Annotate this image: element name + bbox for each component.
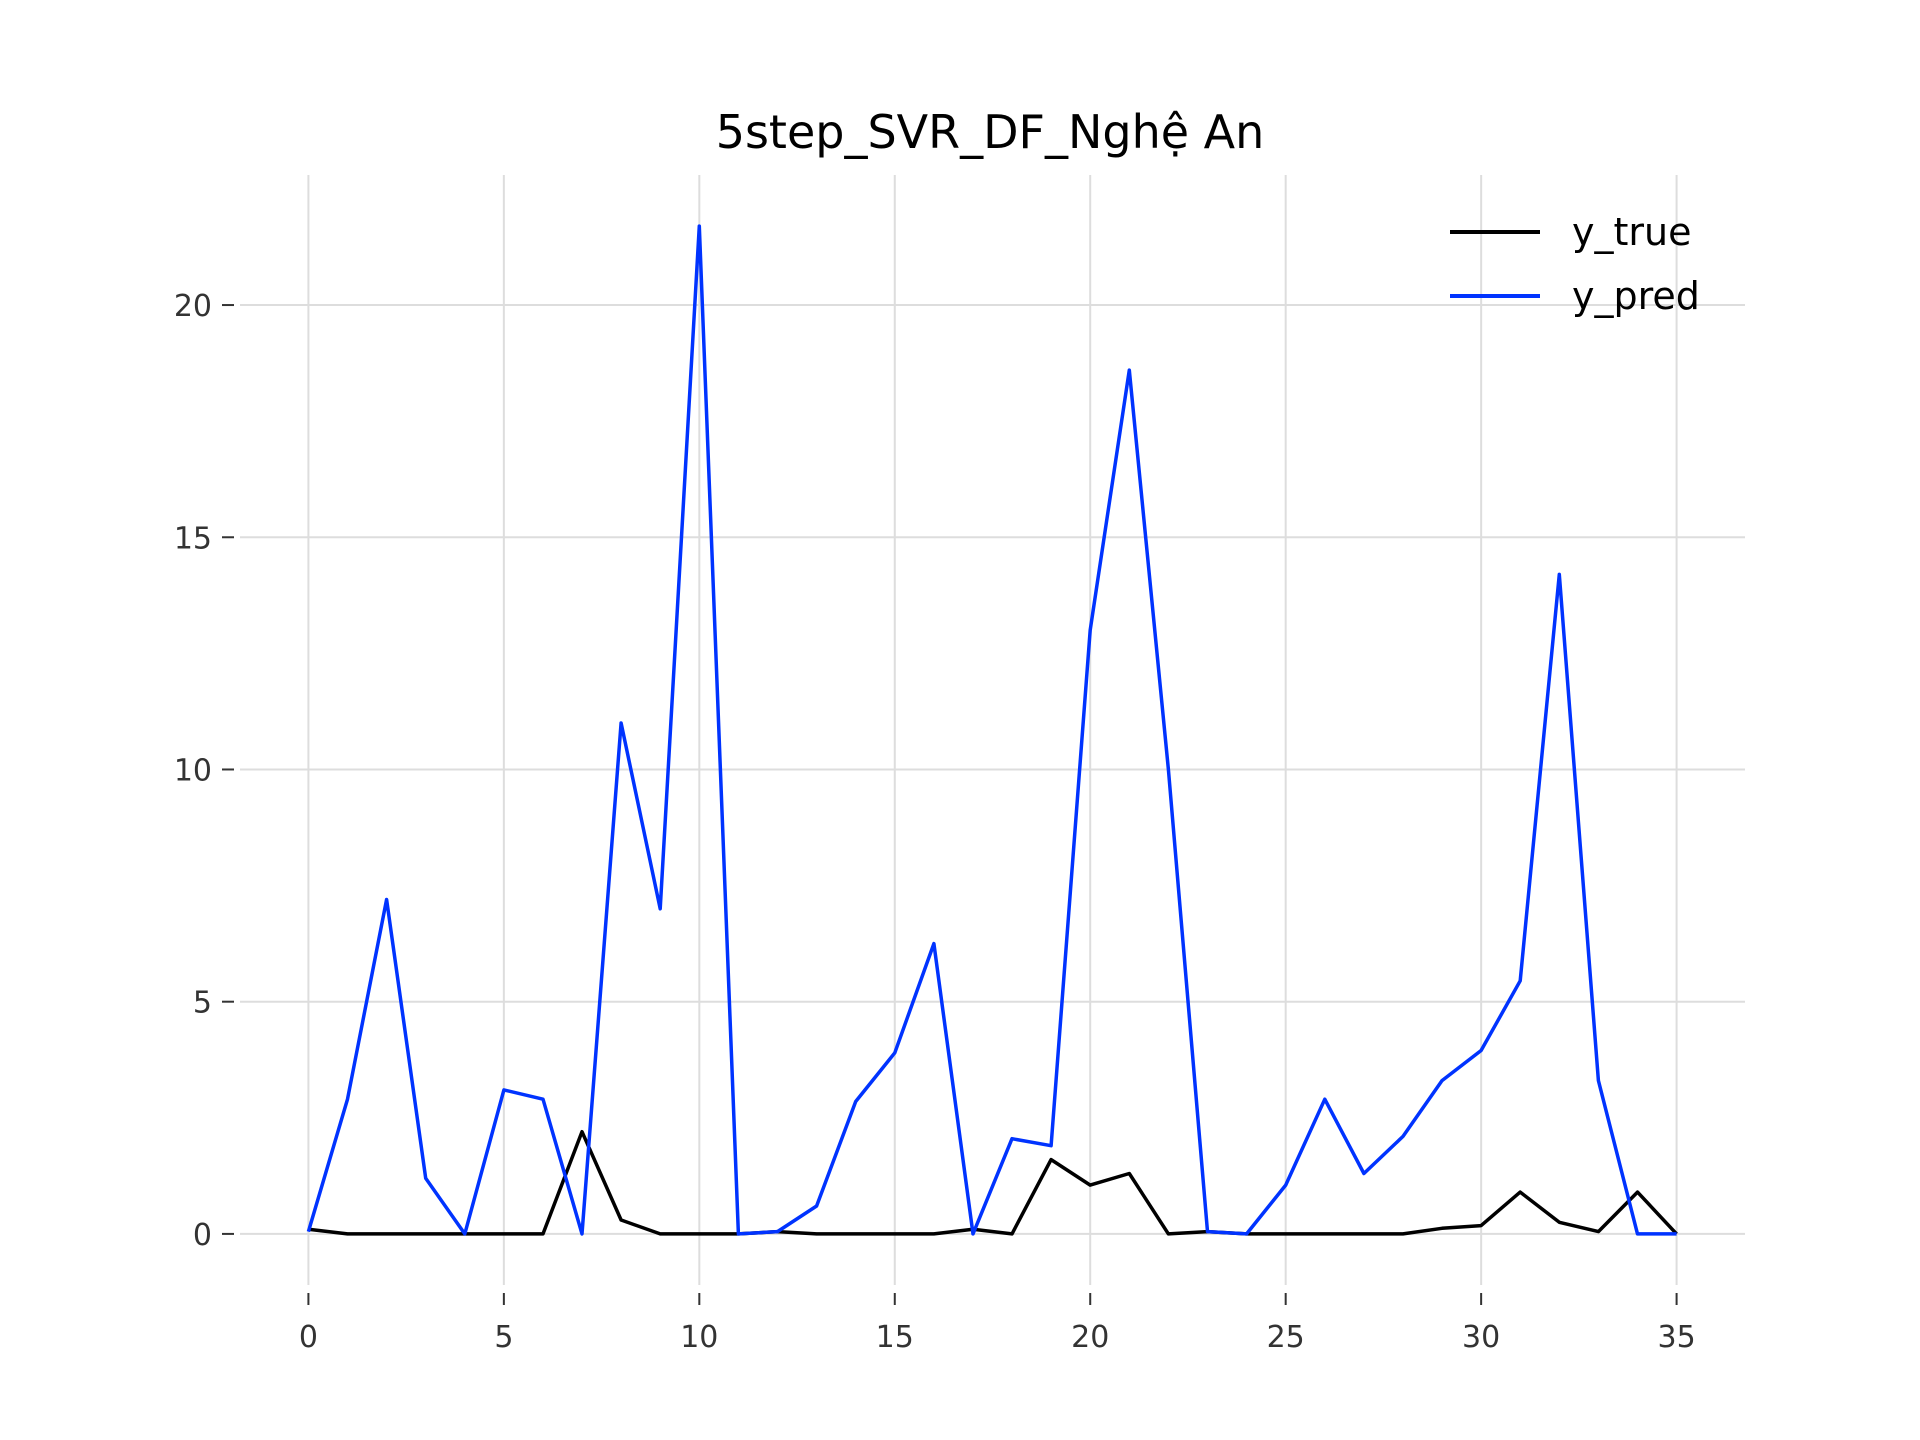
legend-label-y-pred: y_pred (1572, 274, 1700, 318)
plot-area (306, 224, 1678, 1236)
chart-title: 5step_SVR_DF_Nghệ An (716, 105, 1265, 159)
x-tick-label: 10 (680, 1320, 718, 1355)
x-tick-label: 5 (494, 1320, 513, 1355)
y-tick-label: 15 (174, 521, 212, 556)
x-tick-label: 30 (1462, 1320, 1500, 1355)
legend-label-y-true: y_true (1572, 210, 1691, 254)
y-tick-label: 20 (174, 289, 212, 324)
y-tick-label: 5 (193, 986, 212, 1021)
x-tick-label: 35 (1657, 1320, 1695, 1355)
x-tick-label: 0 (299, 1320, 318, 1355)
x-tick-label: 25 (1267, 1320, 1305, 1355)
series-line-y-true (308, 1129, 1678, 1236)
x-tick-label: 15 (876, 1320, 914, 1355)
legend: y_true y_pred (1450, 210, 1700, 318)
y-tick-label: 0 (193, 1218, 212, 1253)
series-line-y-pred (306, 224, 1677, 1236)
grid (240, 175, 1745, 1285)
x-tick-label: 20 (1071, 1320, 1109, 1355)
y-tick-label: 10 (174, 753, 212, 788)
axes: 0 5 10 15 20 25 30 35 0 5 10 15 20 (174, 289, 1696, 1355)
